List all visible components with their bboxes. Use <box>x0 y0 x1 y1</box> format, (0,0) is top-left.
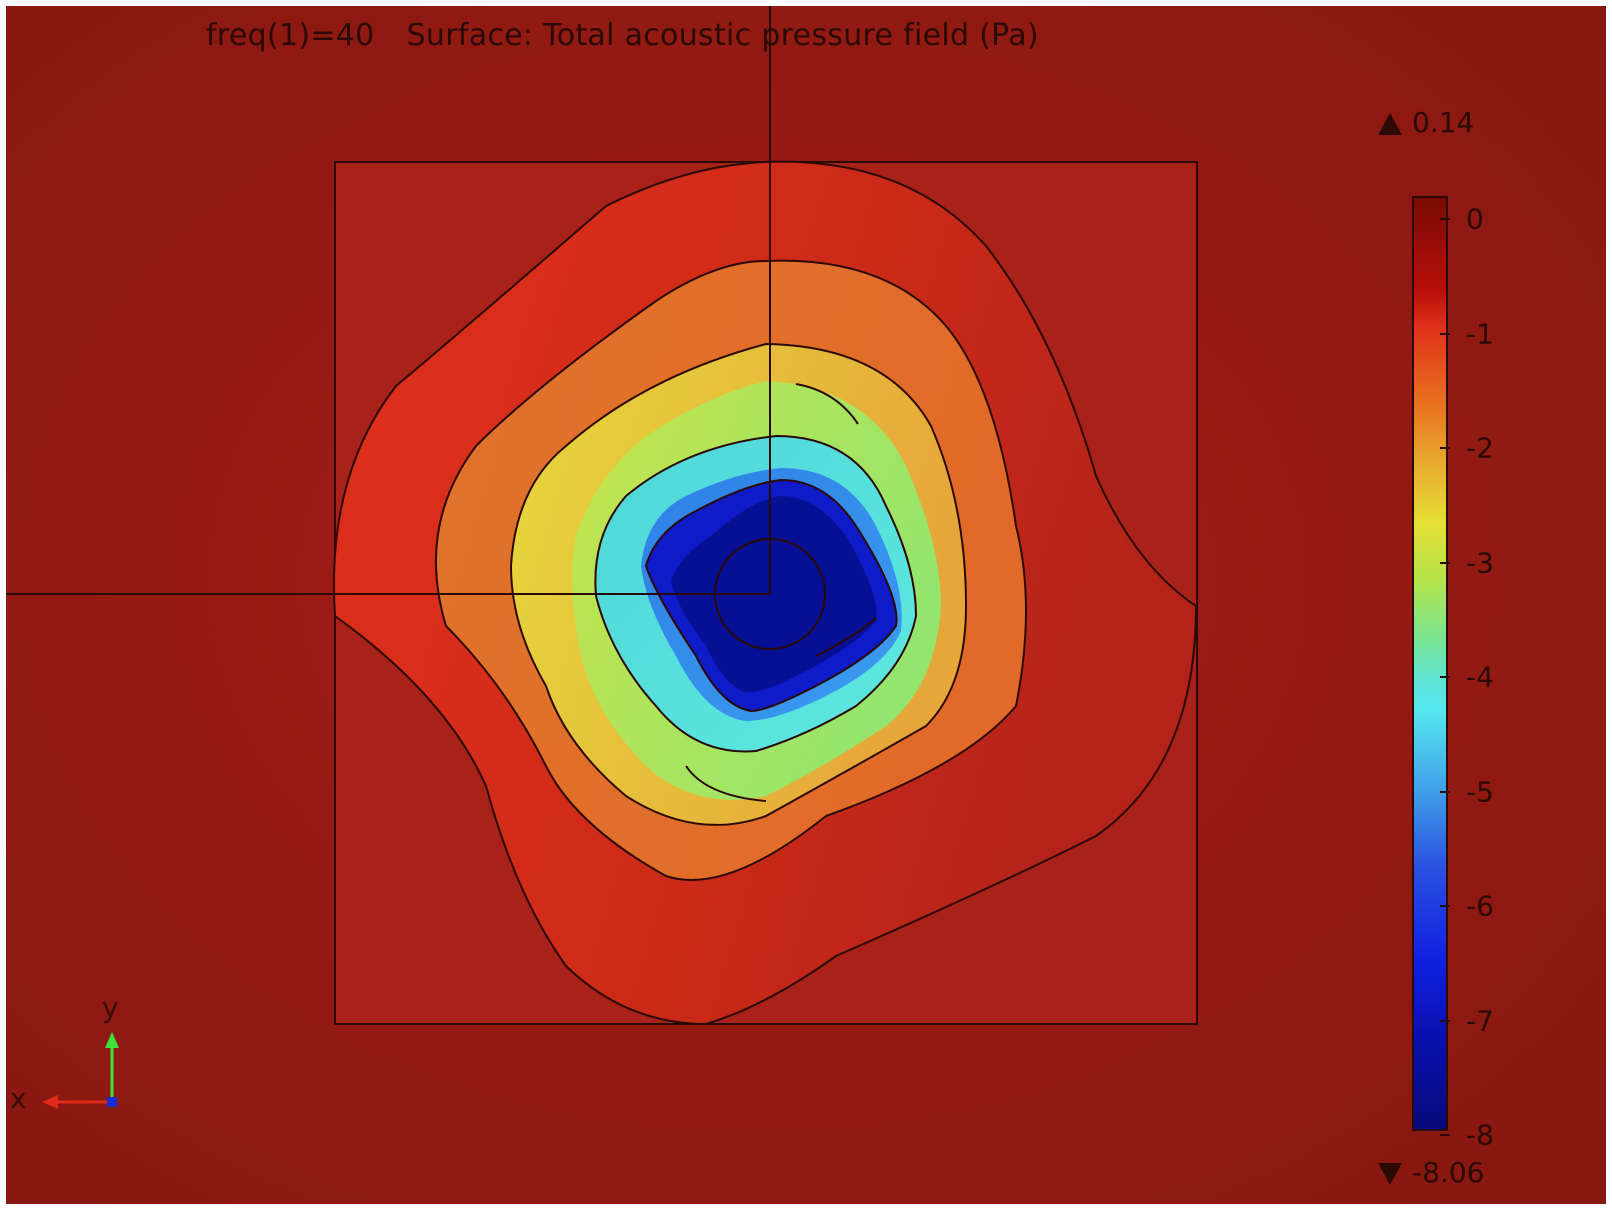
colorbar-max-label: 0.14 <box>1412 106 1475 139</box>
axis-triad <box>42 1032 119 1109</box>
colorbar-tick <box>1440 905 1450 907</box>
plot-title: freq(1)=40 Surface: Total acoustic pressu… <box>206 18 1039 53</box>
y-arrow-head <box>105 1032 119 1048</box>
surface-description: Surface: Total acoustic pressure field (… <box>406 18 1039 53</box>
colorbar-tick-label: -3 <box>1466 546 1494 579</box>
colorbar-tick-label: -4 <box>1466 660 1494 694</box>
colorbar-min-label: -8.06 <box>1412 1156 1485 1189</box>
colorbar-tick-label: -6 <box>1466 889 1494 923</box>
colorbar-tick-label: -1 <box>1466 317 1494 350</box>
colorbar-tick <box>1440 447 1450 449</box>
colorbar-tick-label: -7 <box>1466 1004 1494 1037</box>
colorbar <box>1412 196 1448 1131</box>
colorbar-tick <box>1440 218 1450 220</box>
colorbar-min: -8.06 <box>1378 1156 1484 1189</box>
colorbar-tick-label: -2 <box>1466 431 1494 465</box>
contour-line-core-edge <box>815 617 877 657</box>
triad-y-label: y <box>102 991 119 1024</box>
x-arrow-head <box>42 1095 58 1109</box>
colorbar-tick <box>1440 561 1450 564</box>
colorbar-tick-label: -8 <box>1466 1118 1494 1152</box>
colorbar-tick <box>1440 676 1450 678</box>
min-triangle-icon <box>1378 1163 1402 1185</box>
colorbar-tick-label: -5 <box>1466 775 1494 808</box>
frequency-label: freq(1)=40 <box>206 18 375 53</box>
colorbar-tick <box>1440 1134 1450 1136</box>
colorbar-max: 0.14 <box>1378 106 1474 139</box>
colorbar-tick <box>1440 1019 1450 1022</box>
triad-x-label: x <box>10 1082 27 1115</box>
z-origin-marker <box>107 1097 117 1107</box>
colorbar-tick <box>1440 332 1450 335</box>
contour-band-core <box>671 496 877 693</box>
graphics-viewport[interactable]: freq(1)=40 Surface: Total acoustic pressu… <box>6 6 1606 1204</box>
max-triangle-icon <box>1378 113 1402 135</box>
pressure-field-plot[interactable] <box>6 6 1606 1204</box>
contour-line-inner-arc-bottom <box>685 765 767 802</box>
colorbar-tick-label: 0 <box>1466 202 1484 236</box>
colorbar-tick <box>1440 790 1450 793</box>
contour-line-inner-arc-top <box>795 383 859 425</box>
